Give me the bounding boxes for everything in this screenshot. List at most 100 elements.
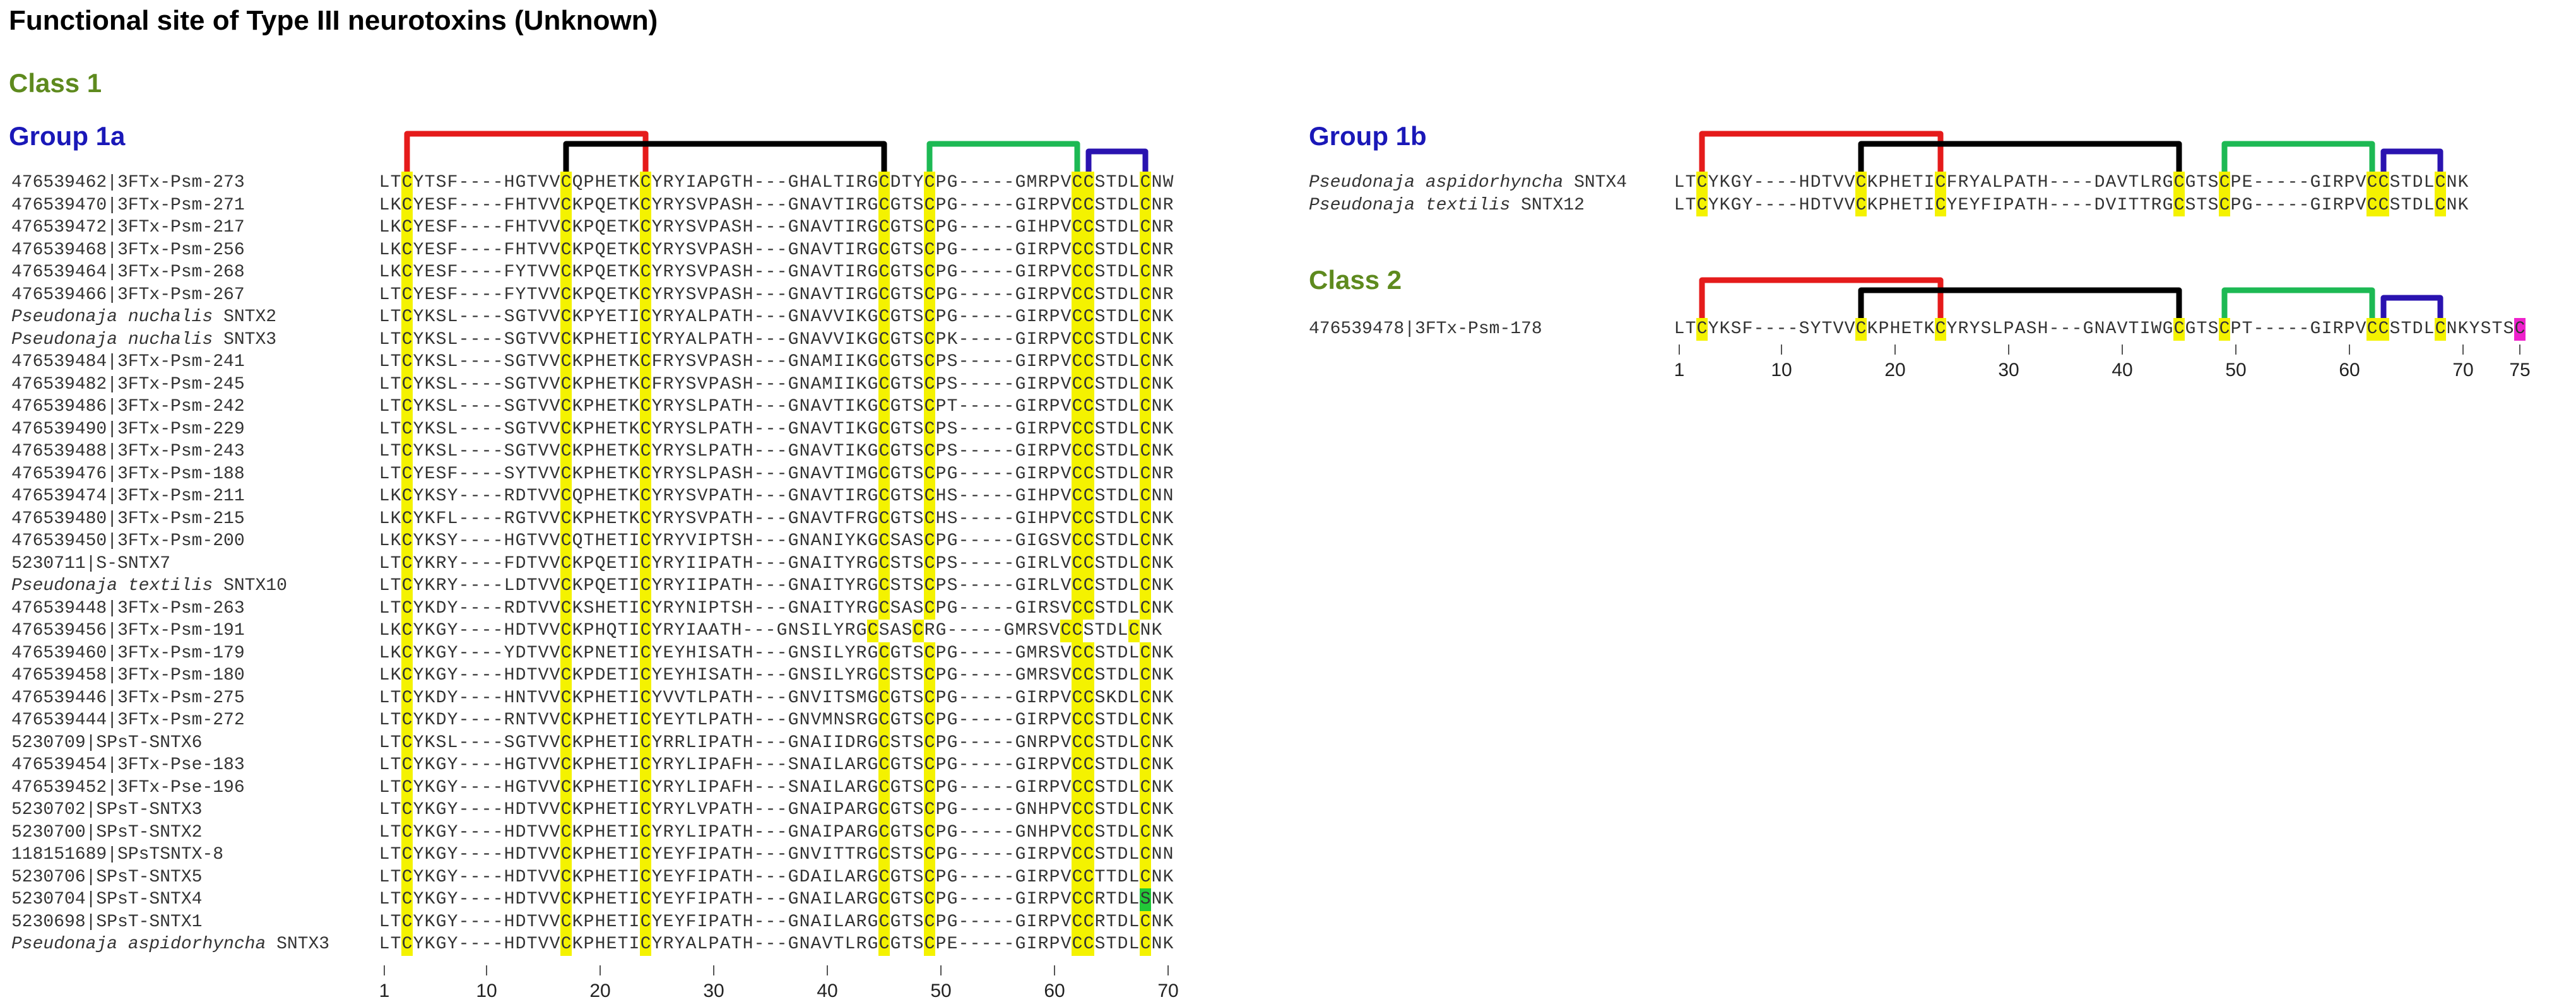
residue: P: [2230, 173, 2242, 192]
residue: -: [458, 621, 470, 640]
residue: R: [1026, 621, 1037, 640]
residue: P: [935, 800, 947, 820]
residue: C: [640, 910, 651, 933]
residue: P: [935, 755, 947, 775]
residue: -: [753, 710, 765, 730]
residue: P: [583, 710, 594, 730]
residue: I: [1026, 845, 1037, 864]
residue: Y: [651, 285, 663, 305]
residue: N: [799, 397, 810, 416]
residue: T: [901, 262, 913, 282]
residue: I: [822, 777, 833, 798]
residue: C: [560, 418, 572, 440]
residue: A: [719, 329, 731, 350]
residue: C: [1072, 462, 1083, 485]
residue: -: [776, 643, 788, 663]
residue: T: [390, 352, 401, 372]
residue: A: [719, 419, 731, 439]
residue: T: [833, 688, 844, 708]
residue: P: [935, 419, 947, 439]
residue: L: [1128, 576, 1140, 596]
residue: G: [1015, 419, 1026, 439]
residue: C: [1140, 844, 1151, 866]
residue: K: [1719, 319, 1730, 339]
residue: G: [1015, 442, 1026, 461]
residue: -: [1003, 912, 1015, 932]
residue: C: [878, 575, 890, 598]
residue: Y: [413, 195, 424, 215]
residue: P: [1049, 352, 1060, 372]
residue: -: [981, 621, 992, 640]
residue: G: [947, 845, 958, 864]
residue: H: [685, 643, 697, 663]
residue: P: [583, 195, 594, 215]
residue: -: [470, 822, 481, 842]
residue: G: [1015, 733, 1026, 753]
residue: K: [1162, 329, 1174, 350]
residue: T: [390, 755, 401, 775]
residue: S: [504, 419, 515, 439]
residue: T: [901, 710, 913, 730]
residue: K: [572, 553, 583, 574]
residue: C: [1083, 194, 1094, 216]
residue: I: [844, 329, 856, 350]
residue: N: [1151, 352, 1162, 372]
residue: -: [981, 800, 992, 820]
residue: -: [481, 576, 492, 596]
residue: K: [629, 419, 640, 439]
residue: S: [890, 598, 901, 618]
residue: R: [856, 890, 867, 909]
residue: T: [617, 173, 629, 192]
residue: -: [470, 576, 481, 596]
residue: P: [1049, 777, 1060, 798]
residue: H: [594, 173, 606, 192]
residue: P: [583, 890, 594, 909]
residue: G: [1015, 598, 1026, 618]
residue: C: [1072, 844, 1083, 866]
residue: C: [1083, 172, 1094, 194]
residue: G: [867, 329, 878, 350]
residue: N: [799, 800, 810, 820]
residue: K: [424, 397, 435, 416]
residue: V: [549, 240, 560, 260]
residue: N: [1151, 777, 1162, 798]
residue: T: [1106, 733, 1117, 753]
residue: -: [981, 486, 992, 506]
residue: S: [913, 688, 924, 708]
residue: S: [435, 442, 447, 461]
residue: C: [2173, 194, 2185, 216]
residue: -: [776, 486, 788, 506]
sequence-row: LTCYKGY----HDTVVCKPHETICFRYALPATH----DAV…: [1674, 172, 2469, 194]
residue: N: [1151, 666, 1162, 685]
residue: C: [560, 328, 572, 351]
residue: -: [969, 285, 981, 305]
residue: D: [890, 173, 901, 192]
residue: G: [890, 374, 901, 394]
residue: C: [878, 418, 890, 440]
sequence-label: 5230711|S-SNTX7: [11, 553, 171, 574]
residue: V: [697, 352, 708, 372]
residue: C: [1072, 731, 1083, 754]
residue: G: [867, 777, 878, 798]
residue: S: [685, 262, 697, 282]
residue: T: [731, 688, 742, 708]
residue: K: [572, 688, 583, 708]
residue: N: [799, 845, 810, 864]
residue: N: [799, 329, 810, 350]
residue: C: [1072, 933, 1083, 956]
residue: G: [867, 598, 878, 618]
residue: -: [458, 262, 470, 282]
residue: P: [1049, 262, 1060, 282]
residue: V: [538, 890, 549, 909]
residue: C: [1083, 283, 1094, 306]
residue: -: [753, 442, 765, 461]
residue: V: [822, 509, 833, 529]
residue: Y: [674, 890, 685, 909]
residue: R: [856, 800, 867, 820]
residue: -: [969, 531, 981, 551]
residue: Y: [674, 800, 685, 820]
residue: -: [958, 262, 969, 282]
residue: A: [2105, 319, 2117, 339]
residue: I: [1026, 218, 1037, 237]
residue: T: [1094, 867, 1106, 887]
